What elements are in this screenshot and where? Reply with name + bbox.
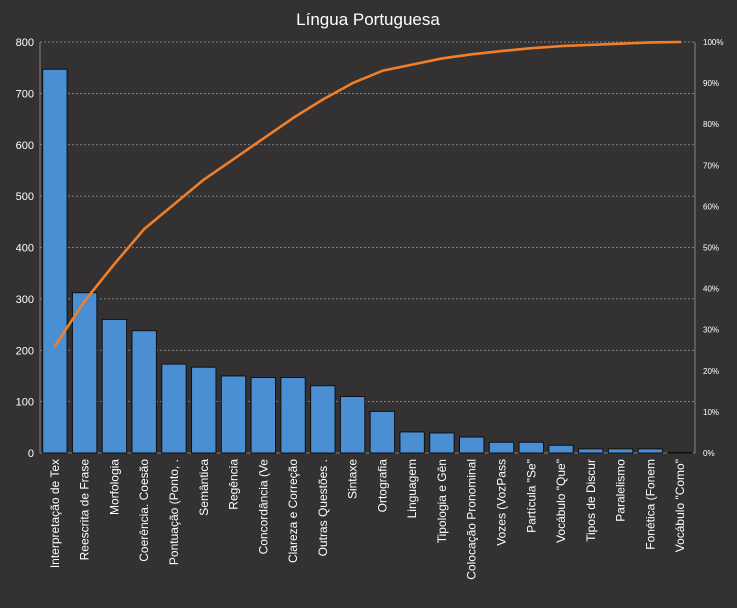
y2-tick-label: 60% <box>703 202 719 211</box>
bar-series <box>42 68 693 454</box>
x-tick-label: Reescrita de Frase <box>78 459 92 561</box>
line-point <box>381 69 384 72</box>
line-point <box>321 98 325 101</box>
bar <box>429 432 455 454</box>
line-point <box>262 137 265 140</box>
line-point <box>440 57 444 60</box>
cumulative-line <box>53 40 681 347</box>
x-tick-label: Vozes (VozPass <box>494 459 508 546</box>
bar <box>42 68 68 454</box>
x-tick-label: Partícula "Se" <box>524 459 538 533</box>
line-point <box>113 262 116 266</box>
bar <box>578 448 604 454</box>
x-axis: Interpretação de Tex Reescrita de Frase Mo… <box>48 459 687 580</box>
line-point <box>172 203 176 206</box>
line-point <box>202 178 205 181</box>
line-point <box>530 46 533 50</box>
y2-tick-label: 80% <box>703 120 719 129</box>
y2-tick-label: 10% <box>703 408 719 417</box>
y2-tick-label: 50% <box>703 244 719 253</box>
x-tick-label: Morfologia <box>107 459 121 515</box>
bar <box>339 395 366 454</box>
x-tick-label: Coerência. Coesão <box>137 459 151 562</box>
bar <box>161 363 187 454</box>
x-tick-label: Paralelismo <box>614 459 628 522</box>
x-tick-label: Semântica <box>197 459 211 516</box>
x-tick-label: Vocábulo "Como" <box>673 459 687 552</box>
y-tick-label: 500 <box>16 191 34 203</box>
chart-title: Língua Portuguesa <box>296 10 440 29</box>
bar <box>250 376 277 454</box>
line-point <box>470 53 473 56</box>
y-tick-label: 600 <box>16 140 34 152</box>
line-point <box>500 49 503 53</box>
x-tick-label: Tipos de Discur <box>584 459 598 542</box>
y-tick-label: 0 <box>28 448 34 460</box>
bar <box>191 366 217 454</box>
line-point <box>143 227 146 231</box>
x-tick-label: Outras Questões . <box>316 459 330 556</box>
bar <box>518 441 544 454</box>
y-tick-label: 800 <box>16 37 34 49</box>
y-tick-label: 200 <box>16 345 34 357</box>
line-point <box>410 63 414 66</box>
line-point <box>351 81 354 85</box>
y2-tick-label: 0% <box>703 449 715 458</box>
y-axis-left: 0 100 200 300 400 500 600 700 800 <box>16 37 34 460</box>
line-point <box>649 41 652 44</box>
line-point <box>589 43 592 47</box>
x-tick-label: Ortografia <box>375 459 389 513</box>
bar <box>458 436 485 454</box>
x-tick-label: Fonética (Fonem <box>643 459 657 550</box>
line-point <box>678 40 682 44</box>
bar <box>101 318 128 454</box>
line-point <box>559 44 563 48</box>
bar <box>488 441 515 454</box>
bar <box>280 376 306 454</box>
line-point <box>291 116 295 120</box>
bar <box>667 451 693 454</box>
x-tick-label: Clareza e Correção <box>286 459 300 563</box>
bar <box>310 385 336 454</box>
bar <box>131 330 157 454</box>
x-tick-label: Pontuação (Ponto, . <box>167 459 181 565</box>
bar <box>369 410 396 454</box>
bar <box>399 431 425 454</box>
y-axis-right: 0% 10% 20% 30% 40% 50% 60% 70% 80% 90% 100% <box>703 38 723 458</box>
y-tick-label: 300 <box>16 294 34 306</box>
y-tick-label: 400 <box>16 243 34 255</box>
cumulative-line-series <box>53 40 682 348</box>
bar <box>607 448 634 454</box>
line-point <box>83 299 86 303</box>
y2-tick-label: 100% <box>703 38 723 47</box>
line-point <box>232 157 235 161</box>
y-tick-label: 100 <box>16 397 34 409</box>
bar <box>548 444 574 454</box>
bar <box>637 448 664 454</box>
x-tick-label: Regência <box>227 459 241 510</box>
line-point <box>53 344 57 348</box>
y-tick-label: 700 <box>16 88 34 100</box>
x-tick-label: Tipologia e Gên <box>435 459 449 543</box>
x-tick-label: Linguagem <box>405 459 419 518</box>
line-point <box>619 42 622 45</box>
x-tick-label: Sintaxe <box>346 459 360 499</box>
bar <box>71 292 98 454</box>
bar <box>220 375 247 454</box>
y2-tick-label: 90% <box>703 79 719 88</box>
y2-tick-label: 20% <box>703 367 719 376</box>
x-tick-label: Colocação Pronominal <box>465 459 479 580</box>
x-tick-label: Vocábulo "Que" <box>554 459 568 543</box>
y2-tick-label: 30% <box>703 326 719 335</box>
x-tick-label: Interpretação de Tex <box>48 459 62 568</box>
y2-tick-label: 70% <box>703 161 719 170</box>
y2-tick-label: 40% <box>703 285 719 294</box>
x-tick-label: Concordância (Ve <box>256 459 270 555</box>
